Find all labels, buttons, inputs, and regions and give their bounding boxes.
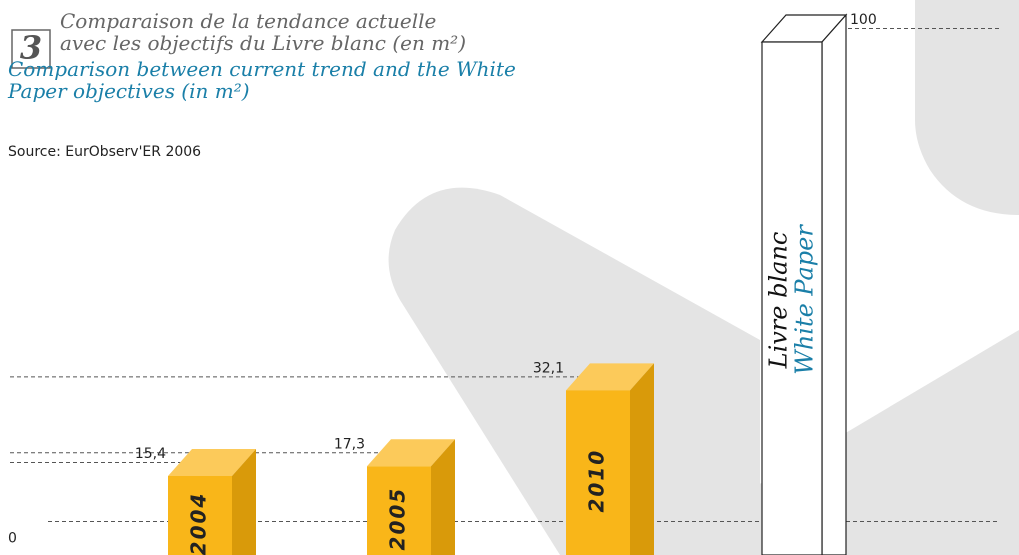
value-label: 17,3 <box>334 436 365 452</box>
bar-label: Livre blanc <box>765 232 793 370</box>
bar-top <box>566 363 654 391</box>
bar <box>761 41 823 555</box>
chart-number: 3 <box>20 29 42 67</box>
bar-side <box>821 13 847 555</box>
bar-label: 2010 <box>585 449 609 513</box>
y-tick-label: 0 <box>8 531 17 547</box>
bar-label: White Paper <box>791 224 819 375</box>
bar-side <box>431 439 455 555</box>
bar-label: 2004 <box>187 492 211 555</box>
title-line: avec les objectifs du Livre blanc (en m²… <box>60 31 467 55</box>
value-label: 100 <box>850 12 877 28</box>
source: Source: EurObserv'ER 2006 <box>8 144 202 160</box>
bar-label: 2005 <box>386 487 410 551</box>
bar-side <box>630 363 654 555</box>
title-line: Paper objectives (in m²) <box>8 79 250 103</box>
value-label: 15,4 <box>135 446 166 462</box>
title-line: Comparaison de la tendance actuelle <box>60 9 437 33</box>
bar-side <box>232 448 256 555</box>
bar <box>367 466 431 555</box>
bar-top <box>367 439 455 467</box>
title-fr: Comparaison de la tendance actuelle avec… <box>60 10 466 54</box>
bar <box>566 390 630 555</box>
number-box <box>11 29 51 69</box>
title-line: Comparison between current trend and the… <box>8 57 516 81</box>
value-label: 32,1 <box>533 360 564 376</box>
bar <box>168 475 232 555</box>
title-en: Comparison between current trend and the… <box>8 58 516 102</box>
bar-top <box>168 448 256 476</box>
